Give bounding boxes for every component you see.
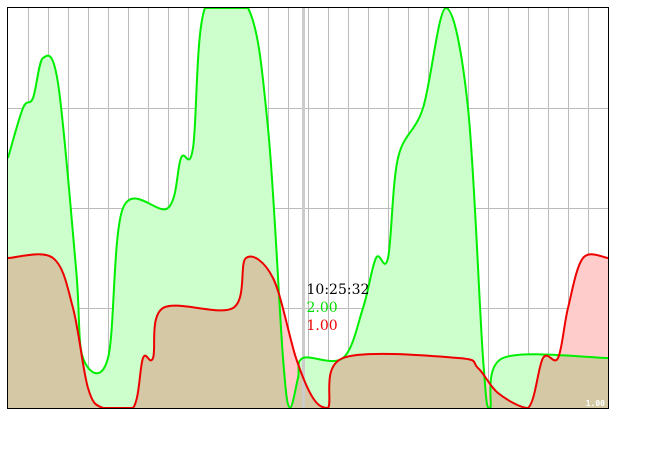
overlay: [7, 6, 609, 409]
series-area-green: [8, 8, 608, 408]
plot-border: [7, 7, 609, 409]
tooltip-value-red: 1.00: [307, 318, 338, 334]
tooltip-value-green: 2.00: [307, 300, 338, 316]
scale-label: 1.00: [586, 399, 605, 408]
series-line-red: [7, 253, 609, 409]
series-line-green: [7, 6, 609, 409]
tooltip-time: 10:25:32: [307, 282, 370, 298]
plot-area: [8, 8, 608, 408]
grid: [8, 8, 608, 408]
tooltip: 10:25:32 2.00 1.00: [307, 282, 370, 334]
